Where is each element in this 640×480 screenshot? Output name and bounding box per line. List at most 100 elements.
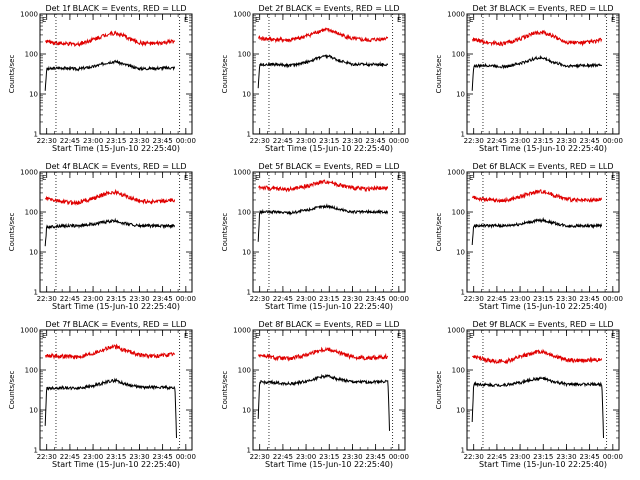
x-tick-label: 23:15 bbox=[319, 295, 339, 303]
corner-label: E bbox=[184, 332, 188, 340]
x-tick-label: 00:00 bbox=[603, 453, 623, 461]
chart-panel-9: Det 9f BLACK = Events, RED = LLD 1 10 100 10… bbox=[435, 320, 623, 469]
y-tick-label: 1000 bbox=[233, 169, 251, 177]
x-tick-label: 23:00 bbox=[510, 295, 530, 303]
x-tick-label: 23:00 bbox=[83, 137, 103, 145]
y-tick-label: 10 bbox=[456, 91, 465, 99]
x-tick-label: 22:45 bbox=[273, 137, 293, 145]
chart-title: Det 6f BLACK = Events, RED = LLD bbox=[472, 162, 613, 171]
x-tick-label: 22:30 bbox=[250, 453, 270, 461]
x-axis-label: Start Time (15-Jun-10 22:25:40) bbox=[265, 302, 393, 311]
x-tick-label: 23:15 bbox=[319, 453, 339, 461]
chart-title: Det 7f BLACK = Events, RED = LLD bbox=[45, 320, 186, 329]
y-tick-label: 10 bbox=[242, 249, 251, 257]
x-tick-label: 00:00 bbox=[603, 295, 623, 303]
x-tick-label: 23:45 bbox=[580, 295, 600, 303]
y-axis-label: Counts/sec bbox=[435, 213, 443, 252]
corner-label: E bbox=[255, 174, 259, 182]
x-tick-label: 23:45 bbox=[580, 137, 600, 145]
y-tick-label: 1 bbox=[247, 131, 251, 139]
x-tick-label: 00:00 bbox=[389, 295, 409, 303]
x-axis-label: Start Time (15-Jun-10 22:25:40) bbox=[265, 144, 393, 153]
y-axis-label: Counts/sec bbox=[435, 55, 443, 94]
x-tick-label: 23:45 bbox=[580, 453, 600, 461]
y-tick-label: 10 bbox=[29, 91, 38, 99]
y-tick-label: 1000 bbox=[20, 11, 38, 19]
x-tick-label: 22:30 bbox=[464, 295, 484, 303]
lld-series-line bbox=[472, 348, 603, 365]
x-tick-label: 23:30 bbox=[556, 137, 576, 145]
lld-series-line bbox=[45, 188, 175, 207]
chart-title: Det 8f BLACK = Events, RED = LLD bbox=[258, 320, 399, 329]
x-tick-label: 23:00 bbox=[510, 453, 530, 461]
events-series-line bbox=[471, 54, 602, 91]
chart-panel-8: Det 8f BLACK = Events, RED = LLD 1 10 100 10… bbox=[221, 320, 409, 469]
x-axis-label: Start Time (15-Jun-10 22:25:40) bbox=[479, 460, 607, 469]
chart-title: Det 3f BLACK = Events, RED = LLD bbox=[472, 4, 613, 13]
x-tick-label: 00:00 bbox=[603, 137, 623, 145]
x-tick-label: 23:00 bbox=[296, 453, 316, 461]
y-axis-label: Counts/sec bbox=[221, 213, 229, 252]
chart-panel-3: Det 3f BLACK = Events, RED = LLD 1 10 100 10… bbox=[435, 4, 623, 153]
x-tick-label: 23:15 bbox=[533, 453, 553, 461]
events-series-line bbox=[44, 217, 175, 247]
x-tick-label: 23:00 bbox=[296, 295, 316, 303]
x-tick-label: 22:30 bbox=[250, 295, 270, 303]
lld-series-line bbox=[472, 189, 603, 204]
corner-label: E bbox=[397, 332, 401, 340]
y-tick-label: 10 bbox=[456, 249, 465, 257]
y-tick-label: 100 bbox=[25, 51, 38, 59]
y-tick-label: 1000 bbox=[233, 11, 251, 19]
x-tick-label: 23:30 bbox=[129, 453, 149, 461]
corner-label: E bbox=[42, 332, 46, 340]
plot-frame bbox=[252, 13, 406, 135]
x-tick-label: 23:00 bbox=[510, 137, 530, 145]
x-tick-label: 23:00 bbox=[83, 295, 103, 303]
y-tick-label: 1000 bbox=[20, 327, 38, 335]
x-axis-label: Start Time (15-Jun-10 22:25:40) bbox=[52, 302, 180, 311]
corner-label: E bbox=[42, 16, 46, 24]
plot-frame bbox=[466, 329, 620, 451]
y-tick-label: 10 bbox=[29, 249, 38, 257]
x-tick-label: 23:30 bbox=[342, 453, 362, 461]
events-series-line bbox=[44, 59, 175, 91]
x-tick-label: 23:45 bbox=[366, 453, 386, 461]
lld-series-line bbox=[45, 30, 176, 48]
lld-series-line bbox=[258, 27, 389, 44]
chart-title: Det 9f BLACK = Events, RED = LLD bbox=[472, 320, 613, 329]
y-tick-label: 10 bbox=[242, 407, 251, 415]
x-tick-label: 23:45 bbox=[153, 453, 173, 461]
y-tick-label: 1 bbox=[461, 447, 465, 455]
events-series-line bbox=[471, 376, 604, 439]
corner-label: E bbox=[397, 16, 401, 24]
x-tick-label: 00:00 bbox=[389, 137, 409, 145]
y-axis-label: Counts/sec bbox=[8, 213, 16, 252]
x-axis-label: Start Time (15-Jun-10 22:25:40) bbox=[52, 460, 180, 469]
x-tick-label: 23:15 bbox=[533, 295, 553, 303]
x-tick-label: 22:45 bbox=[60, 137, 80, 145]
corner-label: E bbox=[611, 16, 615, 24]
chart-title: Det 5f BLACK = Events, RED = LLD bbox=[258, 162, 399, 171]
corner-label: E bbox=[255, 16, 259, 24]
x-tick-label: 22:30 bbox=[37, 453, 57, 461]
x-tick-label: 22:45 bbox=[487, 453, 507, 461]
y-tick-label: 1 bbox=[34, 447, 38, 455]
x-tick-label: 22:30 bbox=[37, 137, 57, 145]
x-tick-label: 22:30 bbox=[37, 295, 57, 303]
x-tick-label: 22:30 bbox=[464, 453, 484, 461]
lld-series-line bbox=[472, 29, 603, 47]
y-tick-label: 1 bbox=[247, 289, 251, 297]
corner-label: E bbox=[469, 332, 473, 340]
x-tick-label: 23:15 bbox=[533, 137, 553, 145]
corner-label: E bbox=[611, 332, 615, 340]
y-tick-label: 10 bbox=[456, 407, 465, 415]
x-tick-label: 23:30 bbox=[129, 137, 149, 145]
x-tick-label: 23:15 bbox=[106, 137, 126, 145]
x-tick-label: 23:45 bbox=[366, 137, 386, 145]
chart-panel-4: Det 4f BLACK = Events, RED = LLD 1 10 100 10… bbox=[8, 162, 196, 311]
y-tick-label: 1 bbox=[34, 131, 38, 139]
x-axis-label: Start Time (15-Jun-10 22:25:40) bbox=[479, 302, 607, 311]
x-tick-label: 22:30 bbox=[250, 137, 270, 145]
events-series-line bbox=[44, 377, 177, 439]
